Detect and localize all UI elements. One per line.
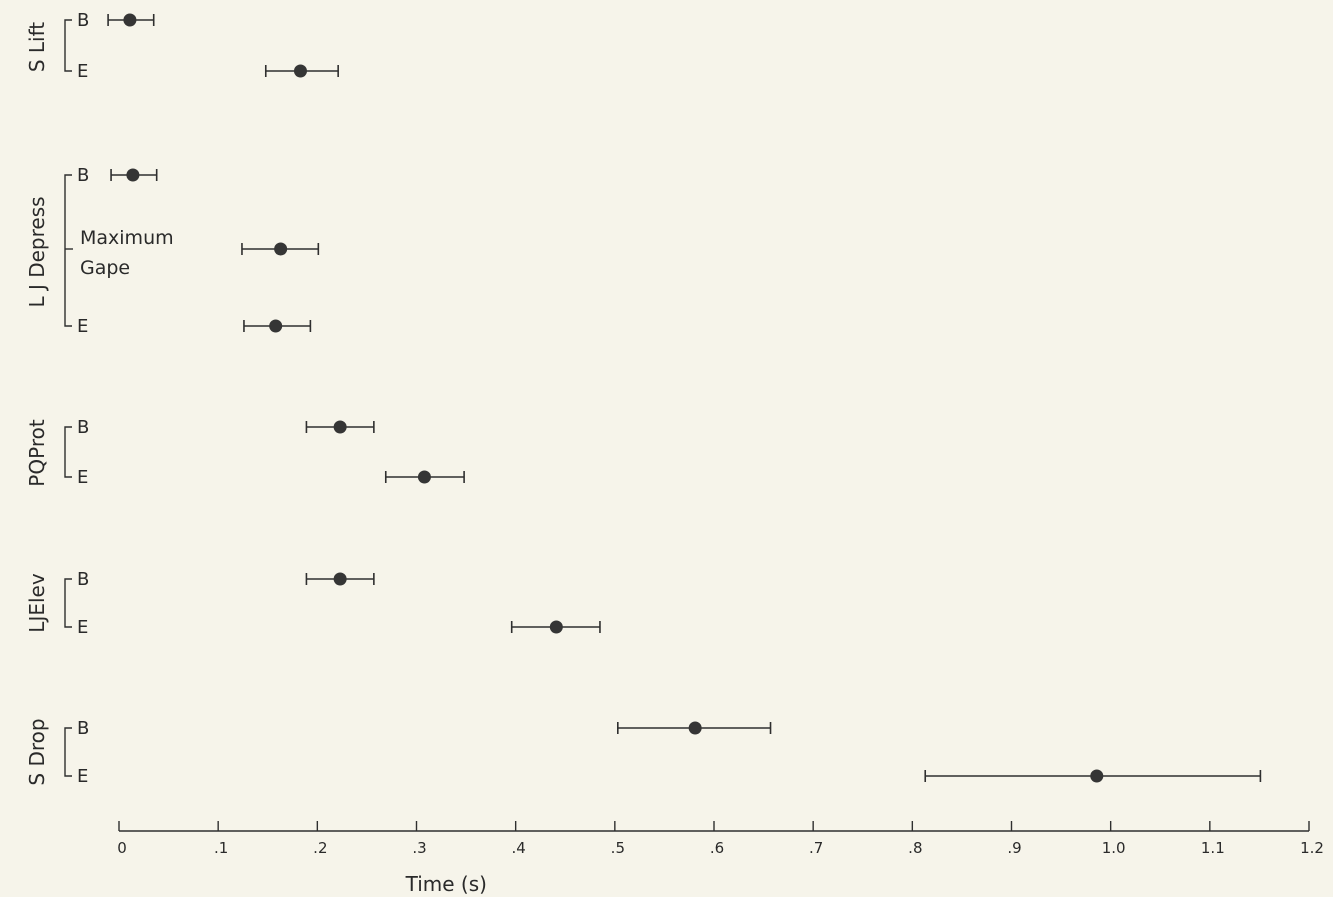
note-label-line-1: Maximum xyxy=(80,227,174,249)
row-label-3-1: E xyxy=(77,617,88,638)
mean-point-1-0 xyxy=(126,169,139,182)
x-tick-label-1: .1 xyxy=(214,839,228,857)
note-label-line-2: Gape xyxy=(80,257,130,279)
group-label-3: LJElev xyxy=(25,573,49,633)
x-tick-label-3: .3 xyxy=(412,839,426,857)
group-bracket-1 xyxy=(65,175,72,326)
x-tick-label-8: .8 xyxy=(908,839,922,857)
group-bracket-3 xyxy=(65,579,72,627)
x-tick-label-5: .5 xyxy=(611,839,625,857)
group-label-4: S Drop xyxy=(25,718,49,785)
mean-point-0-1 xyxy=(294,65,307,78)
group-bracket-4 xyxy=(65,728,72,776)
group-label-0: S Lift xyxy=(25,22,49,72)
x-tick-label-7: .7 xyxy=(809,839,823,857)
mean-point-2-0 xyxy=(334,421,347,434)
mean-point-3-0 xyxy=(334,573,347,586)
x-tick-label-10: 1.0 xyxy=(1102,839,1126,857)
mean-point-4-1 xyxy=(1090,770,1103,783)
row-label-0-1: E xyxy=(77,61,88,82)
x-tick-label-6: .6 xyxy=(710,839,724,857)
mean-point-1-1 xyxy=(274,243,287,256)
group-2: PQProt B E xyxy=(25,417,464,488)
row-label-4-1: E xyxy=(77,766,88,787)
group-0: S Lift B E xyxy=(25,10,338,82)
group-3: LJElev B E xyxy=(25,569,600,638)
row-label-0-0: B xyxy=(77,10,89,31)
x-axis-title: Time (s) xyxy=(405,872,487,896)
row-label-2-1: E xyxy=(77,467,88,488)
x-tick-label-11: 1.1 xyxy=(1201,839,1225,857)
x-axis: Time (s) 0 .1 .2 .3 .4 .5 .6 .7 .8 .9 1.0 1.1 1.2 xyxy=(117,821,1324,896)
x-tick-label-9: .9 xyxy=(1007,839,1021,857)
mean-point-4-0 xyxy=(689,722,702,735)
x-tick-label-12: 1.2 xyxy=(1300,839,1324,857)
row-label-2-0: B xyxy=(77,417,89,438)
x-tick-label-2: .2 xyxy=(313,839,327,857)
mean-point-0-0 xyxy=(123,14,136,27)
group-label-1: L J Depress xyxy=(25,196,49,307)
x-tick-label-0: 0 xyxy=(117,839,127,857)
row-label-1-2: E xyxy=(77,316,88,337)
groups-layer: S Lift B E L J Depress Maximum Gape B E PQProt B E… xyxy=(25,10,1260,787)
row-label-3-0: B xyxy=(77,569,89,590)
row-label-1-0: B xyxy=(77,165,89,186)
mean-point-2-1 xyxy=(418,471,431,484)
group-bracket-0 xyxy=(65,20,72,71)
row-label-4-0: B xyxy=(77,718,89,739)
x-tick-label-4: .4 xyxy=(512,839,526,857)
group-label-2: PQProt xyxy=(25,419,49,487)
mean-point-3-1 xyxy=(550,621,563,634)
group-bracket-2 xyxy=(65,427,72,477)
group-1: L J Depress Maximum Gape B E xyxy=(25,165,318,337)
mean-point-1-2 xyxy=(269,320,282,333)
group-4: S Drop B E xyxy=(25,718,1260,787)
